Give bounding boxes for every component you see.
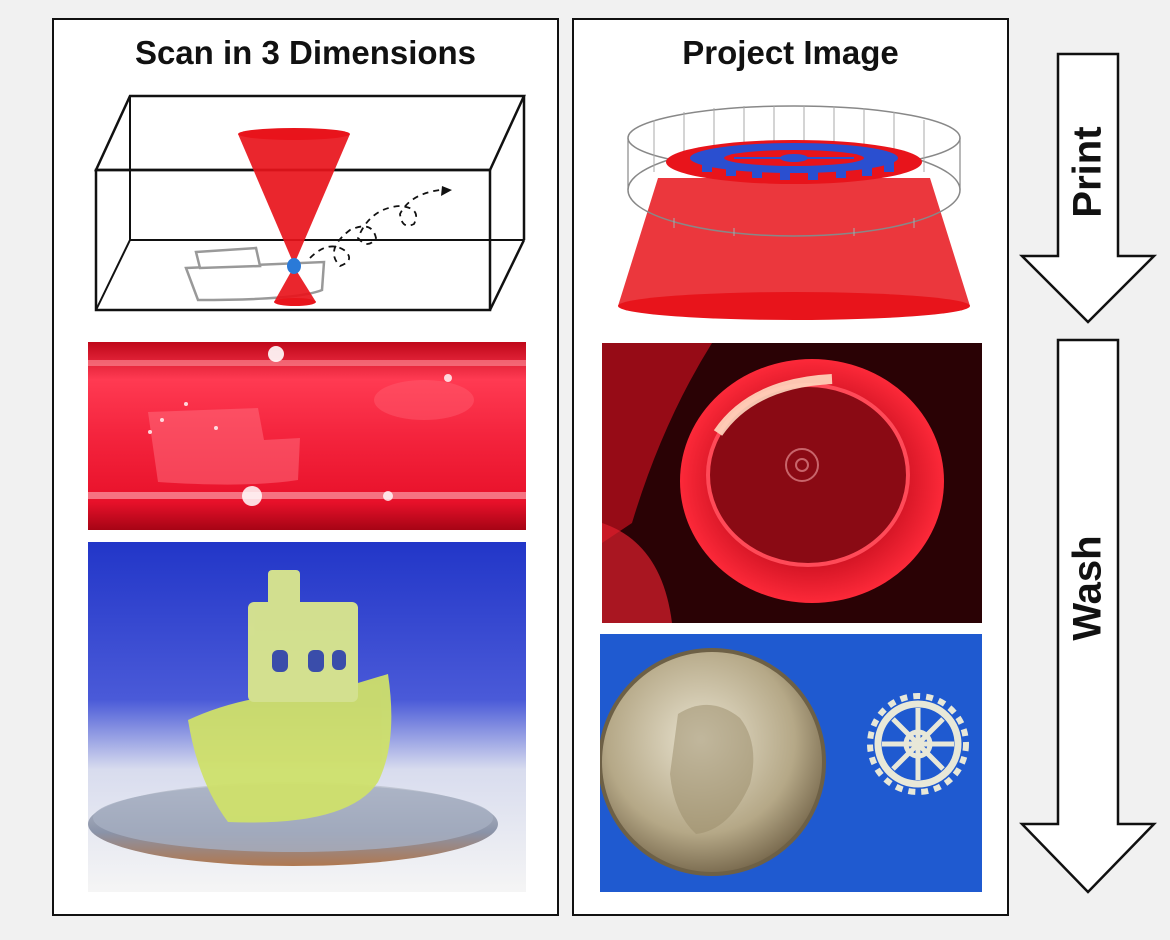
boat-figure [188,570,392,823]
scan-panel: Scan in 3 Dimensions [52,18,559,916]
down-arrow-icon [1018,52,1158,324]
project-panel-title: Project Image [682,34,899,71]
printing-vial-photo [88,342,526,530]
project-panel: Project Image [572,18,1009,916]
print-step-label: Print [1065,126,1110,218]
gear-photo-icon [785,448,819,482]
scan-schematic [88,90,528,315]
scan-panel-title: Scan in 3 Dimensions [134,34,477,71]
printed-gear-photo [600,634,982,892]
printed-boat-photo [88,542,526,892]
wash-step-arrow: Wash [1018,338,1158,894]
print-step-arrow: Print [1018,52,1158,324]
laser-cone-icon [238,128,350,306]
projection-schematic [614,98,974,328]
down-arrow-icon [1019,338,1157,894]
printed-gear-icon [867,693,969,795]
gear-icon [690,143,898,180]
printing-dish-photo [602,343,982,623]
wash-step-label: Wash [1065,535,1110,641]
scan-path-icon [309,189,441,268]
